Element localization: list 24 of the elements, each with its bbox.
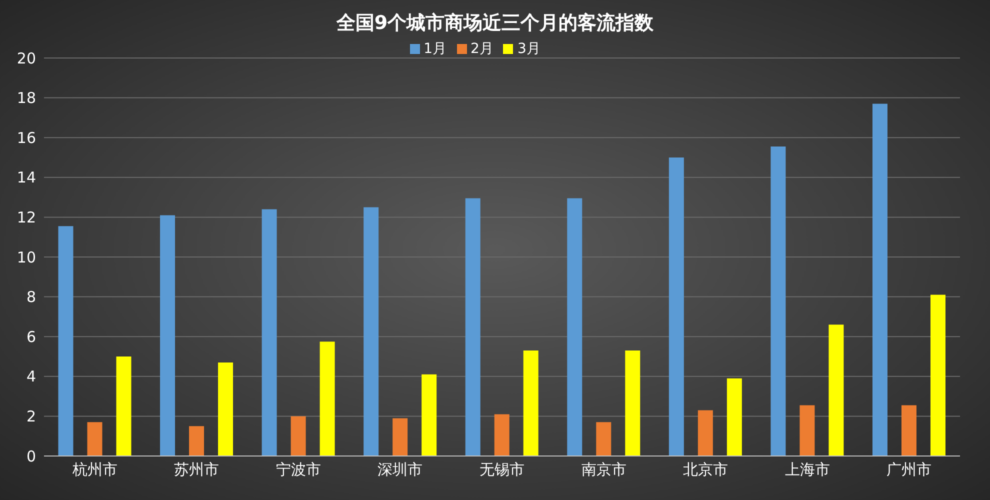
legend-label: 3月 xyxy=(517,41,540,57)
x-tick-label: 南京市 xyxy=(581,460,626,479)
y-tick-label: 20 xyxy=(16,49,36,68)
y-tick-label: 18 xyxy=(16,89,36,108)
chart-title: 全国9个城市商场近三个月的客流指数 xyxy=(335,11,655,36)
x-tick-label: 杭州市 xyxy=(71,460,118,479)
x-tick-label: 无锡市 xyxy=(480,460,524,479)
y-tick-label: 6 xyxy=(26,328,36,346)
x-tick-label: 宁波市 xyxy=(276,460,321,479)
y-tick-label: 12 xyxy=(16,208,36,227)
x-tick-label: 深圳市 xyxy=(378,460,423,479)
y-tick-label: 10 xyxy=(16,248,36,266)
y-tick-label: 0 xyxy=(26,447,36,466)
y-tick-label: 4 xyxy=(26,368,36,386)
y-tick-label: 14 xyxy=(16,168,36,187)
y-tick-label: 8 xyxy=(26,288,36,306)
x-tick-label: 上海市 xyxy=(784,460,830,479)
legend-label: 2月 xyxy=(470,41,494,57)
x-tick-label: 广州市 xyxy=(886,460,932,479)
x-tick-label: 北京市 xyxy=(683,460,728,479)
y-tick-label: 16 xyxy=(16,128,36,147)
x-tick-label: 苏州市 xyxy=(174,460,220,479)
y-tick-label: 2 xyxy=(26,408,36,426)
legend-label: 1月 xyxy=(424,41,447,57)
